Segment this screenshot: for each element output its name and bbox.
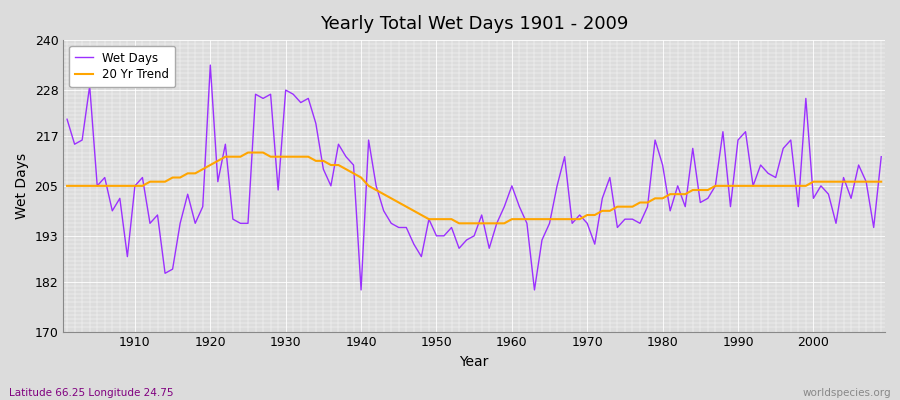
20 Yr Trend <box>612 204 623 209</box>
20 Yr Trend <box>454 221 464 226</box>
Wet Days <box>521 221 532 226</box>
Text: worldspecies.org: worldspecies.org <box>803 388 891 398</box>
Wet Days <box>514 204 525 209</box>
20 Yr Trend <box>243 150 254 155</box>
Title: Yearly Total Wet Days 1901 - 2009: Yearly Total Wet Days 1901 - 2009 <box>320 15 628 33</box>
Wet Days <box>356 288 366 292</box>
Wet Days <box>295 100 306 105</box>
20 Yr Trend <box>62 184 73 188</box>
Wet Days <box>205 63 216 68</box>
Wet Days <box>122 254 133 259</box>
Line: Wet Days: Wet Days <box>68 65 881 290</box>
Wet Days <box>612 225 623 230</box>
Wet Days <box>62 117 73 122</box>
20 Yr Trend <box>876 179 886 184</box>
Wet Days <box>340 154 351 159</box>
20 Yr Trend <box>521 217 532 222</box>
Text: Latitude 66.25 Longitude 24.75: Latitude 66.25 Longitude 24.75 <box>9 388 174 398</box>
20 Yr Trend <box>295 154 306 159</box>
20 Yr Trend <box>122 184 133 188</box>
20 Yr Trend <box>340 167 351 172</box>
Y-axis label: Wet Days: Wet Days <box>15 153 29 219</box>
Wet Days <box>876 154 886 159</box>
Legend: Wet Days, 20 Yr Trend: Wet Days, 20 Yr Trend <box>69 46 176 87</box>
Line: 20 Yr Trend: 20 Yr Trend <box>68 152 881 223</box>
20 Yr Trend <box>514 217 525 222</box>
X-axis label: Year: Year <box>460 355 489 369</box>
